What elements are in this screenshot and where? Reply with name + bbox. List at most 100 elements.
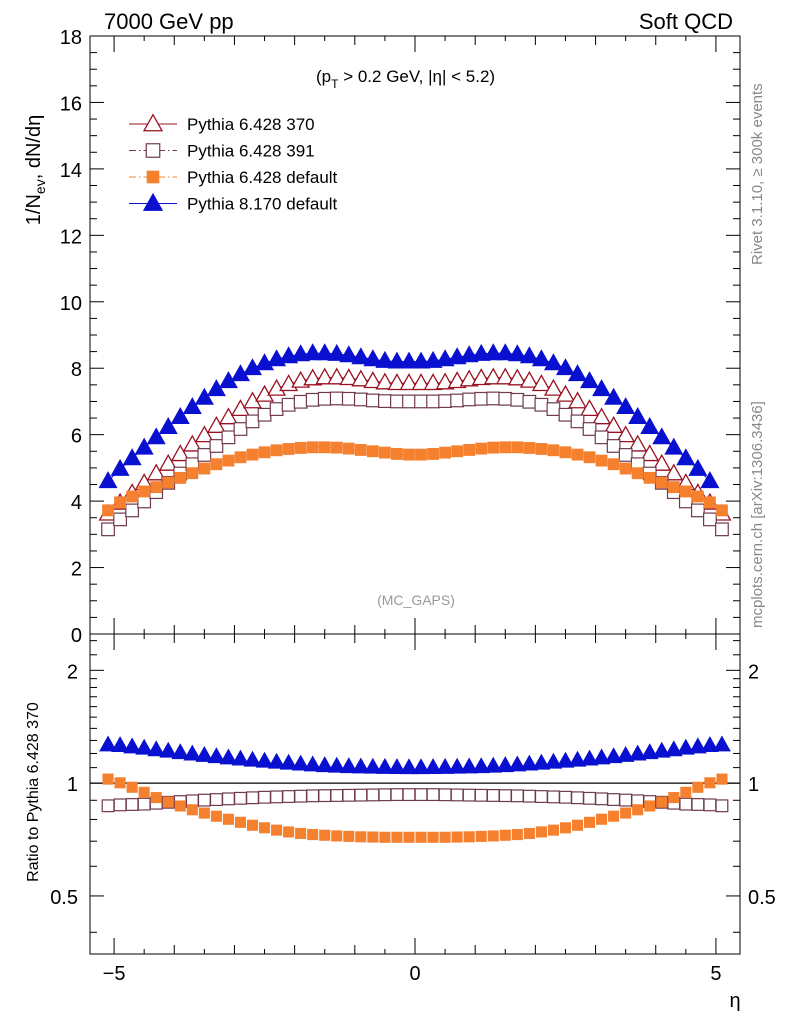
data-point [616, 397, 636, 415]
ratio-point [342, 788, 356, 802]
data-point [435, 372, 455, 390]
ratio-point [123, 737, 142, 754]
data-point [459, 345, 479, 363]
ratio-point [532, 753, 551, 770]
ratio-point [101, 799, 115, 813]
data-point [619, 462, 632, 475]
ratio-point [271, 824, 283, 836]
main-ytick-label: 18 [60, 27, 82, 49]
ratio-point [427, 831, 439, 843]
data-point [486, 391, 501, 406]
ratio-point [520, 754, 539, 771]
data-point [631, 467, 644, 480]
ratio-series-pythia-6-428-391 [101, 788, 729, 813]
ratio-point [580, 749, 599, 766]
ratio-point [496, 756, 515, 773]
data-point [303, 368, 323, 386]
data-point [535, 443, 548, 455]
ratio-point [219, 748, 238, 765]
data-point [294, 442, 307, 454]
ratio-point [463, 831, 475, 843]
data-point [471, 343, 491, 361]
ratio-point [198, 807, 210, 819]
ratio-point [619, 793, 633, 807]
main-ytick-label: 14 [60, 160, 82, 182]
data-point [655, 476, 668, 489]
data-point [351, 369, 371, 387]
ratio-point [258, 790, 271, 804]
cut-annotation: (pT > 0.2 GeV, |η| < 5.2) [316, 67, 495, 91]
ratio-point [523, 827, 535, 840]
data-point [667, 481, 680, 494]
main-ytick-label: 2 [71, 559, 82, 581]
ratio-series-pythia-6-428-default [102, 773, 728, 843]
data-point [606, 439, 621, 453]
ratio-point [388, 758, 406, 774]
data-point [267, 378, 287, 396]
ratio-point [125, 798, 139, 811]
data-point [399, 373, 419, 391]
ratio-point [303, 755, 322, 772]
ratio-point [291, 754, 310, 771]
data-point [571, 448, 584, 461]
data-point [664, 437, 684, 455]
data-point [110, 458, 130, 476]
data-point [703, 512, 717, 527]
data-point [519, 346, 539, 364]
data-point [146, 463, 166, 481]
ratio-point [402, 788, 416, 802]
ratio-point [403, 831, 415, 843]
ratio-point [559, 822, 572, 834]
ratio-point [583, 816, 596, 828]
data-point [114, 496, 127, 509]
data-point [715, 522, 729, 537]
ratio-point [664, 740, 683, 757]
data-point [604, 416, 624, 433]
data-point [628, 407, 648, 425]
data-point [567, 364, 588, 382]
data-point [303, 343, 323, 361]
legend-marker [146, 170, 160, 184]
main-ytick-label: 10 [60, 293, 82, 315]
data-point [499, 441, 512, 454]
ratio-point [234, 816, 247, 828]
legend-marker [142, 192, 164, 211]
ratio-point [451, 831, 463, 843]
data-point [390, 394, 404, 409]
data-point [270, 444, 283, 457]
ratio-xtick-label: 5 [710, 963, 721, 985]
ratio-point [400, 758, 418, 775]
data-point [507, 368, 527, 386]
ratio-point [255, 751, 274, 768]
ratio-point [354, 788, 368, 802]
ratio-point [318, 789, 332, 803]
series-pythia-6-428-default [102, 441, 728, 517]
data-point [640, 417, 660, 434]
series-line [107, 446, 723, 511]
data-point [567, 391, 588, 409]
data-point [423, 373, 443, 391]
ratio-point [147, 740, 166, 757]
ratio-point [159, 741, 178, 758]
data-point [245, 414, 260, 429]
ratio-point [426, 788, 440, 802]
ratio-point [715, 799, 729, 813]
ratio-point [150, 792, 162, 804]
legend-marker [145, 143, 161, 158]
data-point [495, 367, 515, 385]
data-point [700, 471, 720, 489]
data-point [194, 425, 214, 443]
ratio-point [487, 830, 499, 842]
main-series [98, 343, 732, 537]
main-ytick-label: 4 [71, 492, 82, 514]
ratio-series-pythia-8-170-default [99, 735, 731, 775]
ratio-point [186, 804, 198, 816]
data-point [643, 471, 656, 484]
data-point [339, 368, 359, 386]
ratio-point [703, 798, 717, 812]
data-point [475, 442, 488, 455]
ratio-point [499, 829, 511, 841]
data-point [293, 394, 308, 409]
ratio-ytick-label-right: 2 [748, 661, 759, 683]
